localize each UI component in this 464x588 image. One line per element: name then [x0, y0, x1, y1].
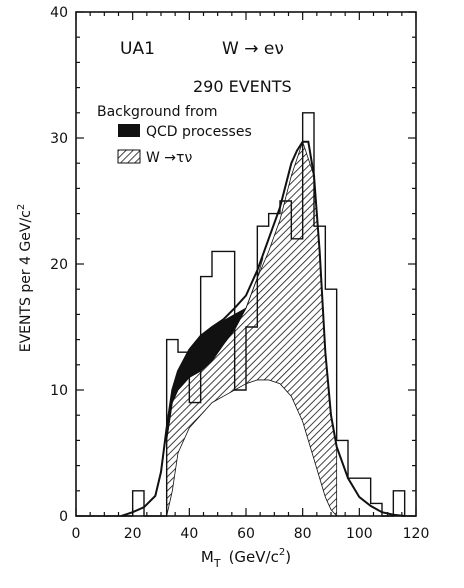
x-tick-label: 100	[346, 526, 373, 542]
y-tick-label: 30	[50, 131, 68, 147]
y-tick-label: 40	[50, 5, 68, 21]
fit-curve	[121, 140, 405, 517]
background-layer	[166, 140, 338, 518]
y-axis-label: EVENTS per 4 GeV/c2	[16, 204, 34, 353]
legend-qcd-label: QCD processes	[146, 124, 252, 140]
legend-wtau-swatch	[117, 149, 141, 164]
y-tick-label: 0	[59, 509, 68, 525]
x-tick-label: 80	[294, 526, 312, 542]
y-tick-label: 20	[50, 257, 68, 273]
background-wtau-band	[166, 140, 338, 518]
x-axis-label: MT (GeV/c2)	[201, 547, 291, 570]
x-tick-label: 60	[237, 526, 255, 542]
experiment-label: UA1	[120, 39, 155, 59]
channel-label: W → eν	[222, 39, 284, 59]
x-tick-label: 120	[403, 526, 430, 542]
background-title: Background from	[97, 104, 218, 120]
events-label: 290 EVENTS	[193, 77, 292, 96]
x-tick-label: 20	[124, 526, 142, 542]
x-tick-label: 40	[180, 526, 198, 542]
y-tick-label: 10	[50, 383, 68, 399]
legend-qcd-swatch	[118, 124, 140, 137]
axis-ticks: 0 20 40 60 80 100 120 0 10 20 30 40	[50, 5, 429, 542]
x-tick-label: 0	[72, 526, 81, 542]
legend-wtau-label: W →τν	[146, 150, 192, 166]
